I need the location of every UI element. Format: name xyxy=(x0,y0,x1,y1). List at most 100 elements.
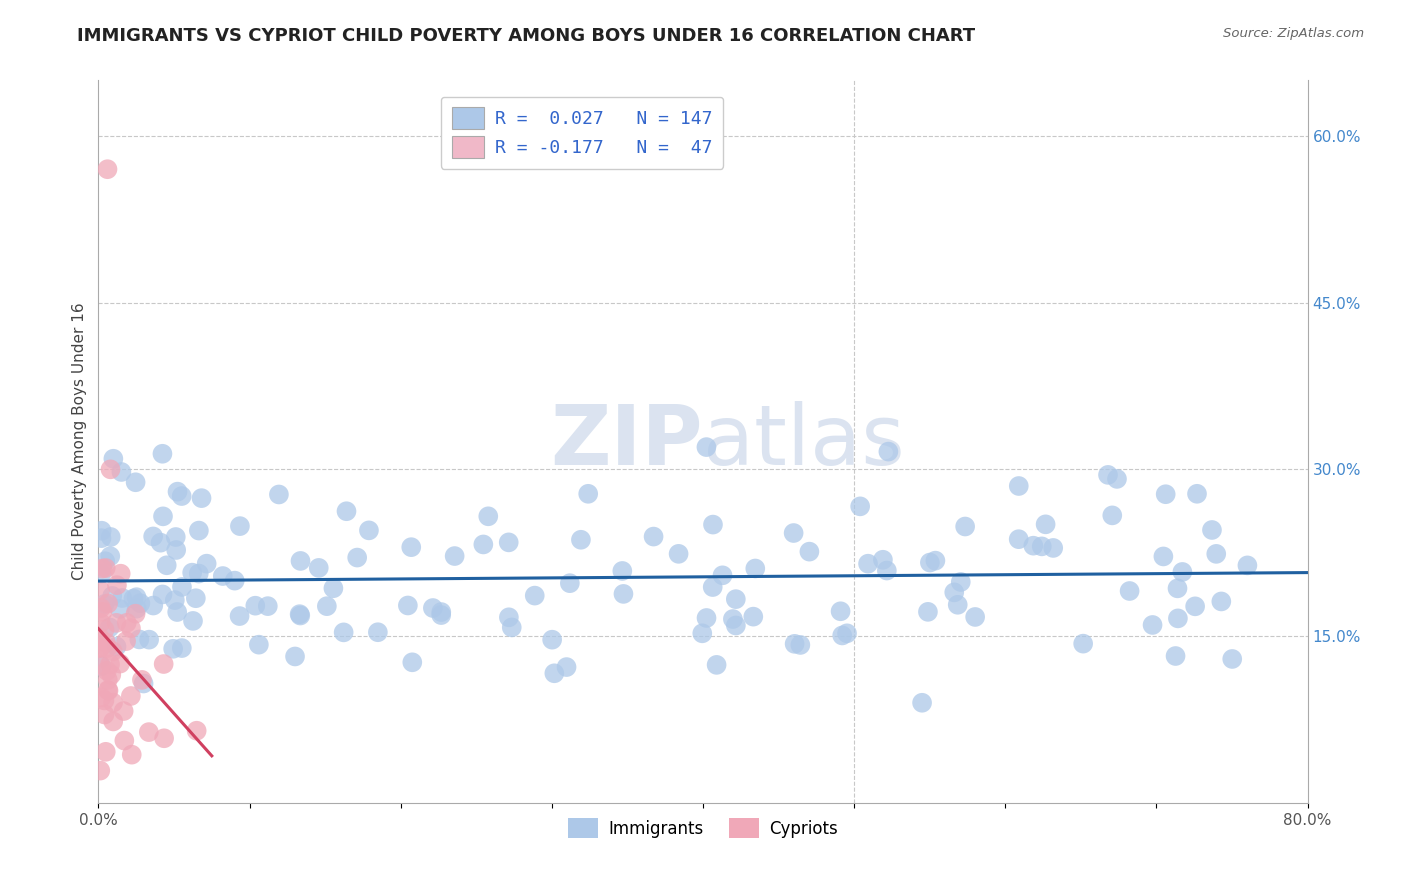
Point xyxy=(357,524,380,538)
Y-axis label: Child Poverty Among Boys Under 16: Child Poverty Among Boys Under 16 xyxy=(72,302,87,581)
Point xyxy=(129,596,152,610)
Point xyxy=(128,632,150,647)
Point xyxy=(97,673,120,687)
Point xyxy=(949,574,972,589)
Point xyxy=(90,524,112,538)
Point xyxy=(89,640,111,655)
Point xyxy=(789,638,811,652)
Point xyxy=(124,607,146,621)
Point xyxy=(1152,549,1174,564)
Point xyxy=(105,615,128,630)
Point xyxy=(142,599,165,613)
Point xyxy=(93,693,115,707)
Point xyxy=(643,530,665,544)
Point xyxy=(1205,547,1227,561)
Point xyxy=(187,524,209,538)
Point xyxy=(190,491,212,505)
Point xyxy=(1184,599,1206,614)
Point xyxy=(121,747,143,762)
Point xyxy=(152,447,174,461)
Point xyxy=(1008,532,1031,546)
Point xyxy=(108,657,131,671)
Point xyxy=(138,725,160,739)
Point xyxy=(170,641,193,656)
Point xyxy=(90,531,112,545)
Point xyxy=(1166,582,1188,596)
Point xyxy=(89,640,111,655)
Point xyxy=(100,667,122,681)
Point xyxy=(946,598,969,612)
Point xyxy=(1105,472,1128,486)
Point xyxy=(100,462,122,476)
Point xyxy=(396,599,419,613)
Point xyxy=(93,597,115,611)
Point xyxy=(105,640,128,654)
Point xyxy=(89,764,111,778)
Point xyxy=(856,557,879,571)
Point xyxy=(1031,540,1053,554)
Point xyxy=(170,489,193,503)
Point xyxy=(877,444,900,458)
Point xyxy=(138,632,160,647)
Point xyxy=(1035,517,1057,532)
Point xyxy=(152,587,174,601)
Point xyxy=(152,657,174,671)
Point xyxy=(103,451,125,466)
Point xyxy=(290,554,312,568)
Point xyxy=(1097,467,1119,482)
Point xyxy=(105,578,128,592)
Point xyxy=(335,504,357,518)
Point xyxy=(100,530,122,544)
Point xyxy=(256,599,278,614)
Point xyxy=(101,589,124,603)
Point xyxy=(290,608,312,623)
Point xyxy=(111,591,134,605)
Point xyxy=(93,707,115,722)
Text: IMMIGRANTS VS CYPRIOT CHILD POVERTY AMONG BOYS UNDER 16 CORRELATION CHART: IMMIGRANTS VS CYPRIOT CHILD POVERTY AMON… xyxy=(77,27,976,45)
Point xyxy=(555,660,578,674)
Point xyxy=(165,543,187,558)
Point xyxy=(308,561,330,575)
Point xyxy=(399,540,422,554)
Point xyxy=(322,581,344,595)
Point xyxy=(523,589,546,603)
Point xyxy=(96,664,118,678)
Point xyxy=(1142,618,1164,632)
Point xyxy=(90,615,112,630)
Point xyxy=(472,537,495,551)
Point xyxy=(943,585,966,599)
Point xyxy=(94,561,117,575)
Point xyxy=(498,610,520,624)
Point xyxy=(101,696,124,710)
Point xyxy=(1236,558,1258,573)
Point xyxy=(153,731,176,746)
Point xyxy=(115,615,138,630)
Point xyxy=(1171,565,1194,579)
Point xyxy=(211,569,233,583)
Point xyxy=(1042,541,1064,555)
Point xyxy=(1071,637,1094,651)
Point xyxy=(872,553,894,567)
Point xyxy=(125,590,148,604)
Point xyxy=(110,465,132,479)
Point xyxy=(315,599,337,614)
Point xyxy=(1164,648,1187,663)
Point xyxy=(477,509,499,524)
Point xyxy=(965,610,987,624)
Text: Source: ZipAtlas.com: Source: ZipAtlas.com xyxy=(1223,27,1364,40)
Point xyxy=(108,602,131,616)
Point xyxy=(367,625,389,640)
Point xyxy=(401,655,423,669)
Point xyxy=(422,601,444,615)
Point xyxy=(695,440,717,454)
Point xyxy=(711,568,734,582)
Point xyxy=(115,634,138,648)
Point xyxy=(1022,539,1045,553)
Point xyxy=(101,644,124,658)
Point xyxy=(181,614,204,628)
Point xyxy=(96,640,118,655)
Point xyxy=(288,607,311,622)
Point xyxy=(742,609,765,624)
Point xyxy=(1185,487,1208,501)
Point xyxy=(125,601,148,615)
